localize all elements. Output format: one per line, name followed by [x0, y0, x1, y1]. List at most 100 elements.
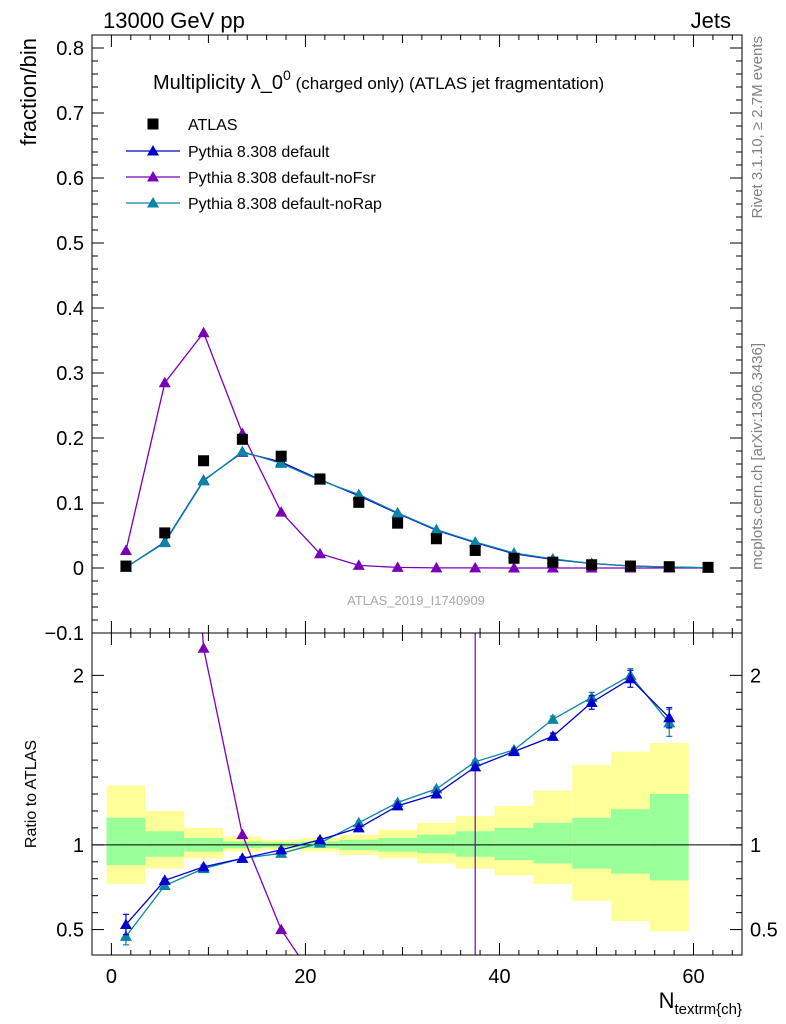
energy-label: 13000 GeV pp [103, 8, 245, 33]
data-point [314, 473, 326, 485]
ratio-point [663, 711, 676, 723]
ratio-point [197, 860, 210, 872]
series-line-3 [125, 450, 709, 569]
uncertainty-band-green [533, 822, 573, 864]
data-point [702, 561, 714, 573]
ratio-point [119, 930, 132, 941]
ratio-y-tick-label: 0.5 [56, 920, 84, 942]
uncertainty-band-green [417, 834, 456, 854]
data-point [586, 559, 598, 571]
data-point [624, 560, 636, 572]
ratio-point [197, 642, 210, 653]
data-point [275, 457, 288, 468]
series-line-1 [125, 451, 709, 569]
ratio-point [236, 828, 249, 840]
series-3 [119, 445, 715, 573]
ratio-point [313, 833, 326, 845]
data-point [198, 455, 210, 467]
legend: ATLAS Pythia 8.308 default Pythia 8.308 de… [126, 117, 382, 213]
ratio-point [624, 672, 637, 684]
data-point [508, 552, 520, 564]
ratio-point [275, 843, 288, 855]
data-point [391, 561, 404, 572]
data-point [663, 561, 675, 573]
category-label: Jets [691, 8, 731, 33]
ratio-series-0 [119, 669, 676, 936]
data-point [352, 488, 365, 500]
y-tick-label: 0 [73, 558, 84, 580]
y-tick-label: 0.6 [56, 168, 84, 190]
data-point [391, 506, 404, 518]
data-point [547, 556, 559, 568]
title-rest: (charged only) (ATLAS jet fragmentation) [291, 74, 604, 93]
analysis-label: ATLAS_2019_I1740909 [347, 593, 485, 608]
legend-label: ATLAS [188, 117, 238, 134]
legend-marker [147, 145, 159, 156]
data-point [469, 561, 482, 573]
ratio-point [275, 923, 288, 935]
ratio-y-tick-label: 1 [73, 835, 84, 857]
data-point [197, 326, 210, 338]
legend-label: Pythia 8.308 default [188, 144, 330, 161]
ratio-point [508, 745, 521, 757]
ratio-point [585, 696, 598, 707]
ratio-point [392, 1007, 404, 1018]
series-line-2 [125, 331, 708, 569]
ratio-point [430, 1007, 442, 1018]
data-point [469, 544, 481, 556]
x-tick-label: 40 [488, 966, 510, 988]
data-point [469, 536, 482, 547]
ratio-point [119, 918, 132, 929]
ratio-point [353, 1002, 365, 1013]
y-tick-label: 0.2 [56, 428, 84, 450]
title-main: Multiplicity λ_0 [153, 72, 283, 94]
y-tick-label: 0.1 [56, 493, 84, 515]
y-tick-label: 0.8 [56, 38, 84, 60]
ratio-y-axis-label: Ratio to ATLAS [23, 740, 40, 848]
data-point [275, 450, 287, 462]
uncertainty-band-green [649, 794, 689, 881]
ratio-y-tick-label-right: 1 [750, 835, 761, 857]
series-1 [119, 446, 715, 573]
x-tick-label: 0 [106, 966, 117, 988]
data-point [236, 445, 249, 457]
x-axis-label: Ntextrm{ch} [659, 988, 742, 1018]
legend-marker [147, 171, 159, 182]
data-point [120, 560, 132, 572]
ratio-point [159, 110, 171, 121]
x-axis-label-main: N [659, 988, 675, 1013]
ratio-point [158, 874, 171, 885]
uncertainty-band-green [494, 827, 534, 861]
mcplots-label: mcplots.cern.ch [arXiv:1306.3436] [749, 343, 766, 570]
data-point [508, 562, 521, 573]
main-panel-plot-area [119, 326, 715, 573]
legend-label: Pythia 8.308 default-noRap [188, 196, 382, 213]
series-0 [120, 433, 714, 573]
data-point [275, 506, 288, 517]
y-tick-label: 0.7 [56, 103, 84, 125]
legend-marker [147, 118, 159, 130]
x-axis-label-sub: textrm{ch} [674, 1001, 742, 1018]
y-tick-label: 0.5 [56, 233, 84, 255]
ratio-series-1 [159, 110, 481, 1019]
data-point [430, 523, 443, 535]
ratio-point [546, 713, 559, 724]
series-2 [119, 326, 715, 573]
title-sup: 0 [283, 67, 291, 83]
ratio-point [352, 821, 365, 833]
ratio-y-tick-label-right: 0.5 [750, 920, 778, 942]
uncertainty-band-green [572, 817, 612, 869]
y-tick-label: 0.3 [56, 363, 84, 385]
x-tick-label: 60 [682, 966, 704, 988]
data-point [119, 544, 132, 555]
chart-title: Multiplicity λ_00 (charged only) (ATLAS … [153, 67, 604, 94]
data-point [353, 496, 365, 508]
y-tick-label: −0.1 [45, 623, 84, 645]
data-point [430, 533, 442, 545]
uncertainty-band-green [611, 809, 650, 874]
ratio-point [469, 1008, 481, 1019]
ratio-point [546, 730, 559, 741]
uncertainty-band-green [106, 817, 146, 866]
data-point [236, 433, 248, 445]
